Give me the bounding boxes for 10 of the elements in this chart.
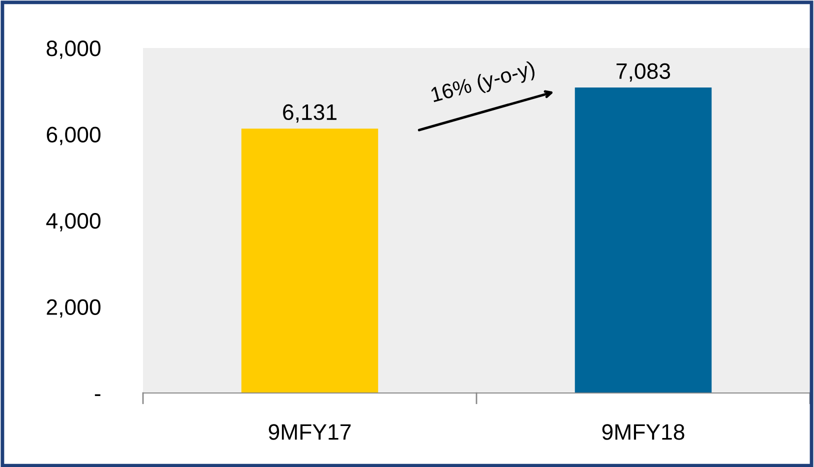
- x-tick-label: 9MFY18: [602, 424, 684, 440]
- data-label: 7,083: [616, 63, 670, 82]
- y-tick-label: 8,000: [46, 40, 100, 59]
- data-label: 6,131: [283, 104, 336, 123]
- annotation: 16% (y-o-y): [430, 60, 536, 106]
- x-tick-label: 9MFY17: [268, 424, 351, 440]
- y-tick-label: 2,000: [46, 299, 100, 318]
- y-tick-label: 4,000: [46, 213, 100, 232]
- y-tick-label: 6,000: [46, 126, 100, 146]
- y-tick-label: -: [94, 394, 100, 396]
